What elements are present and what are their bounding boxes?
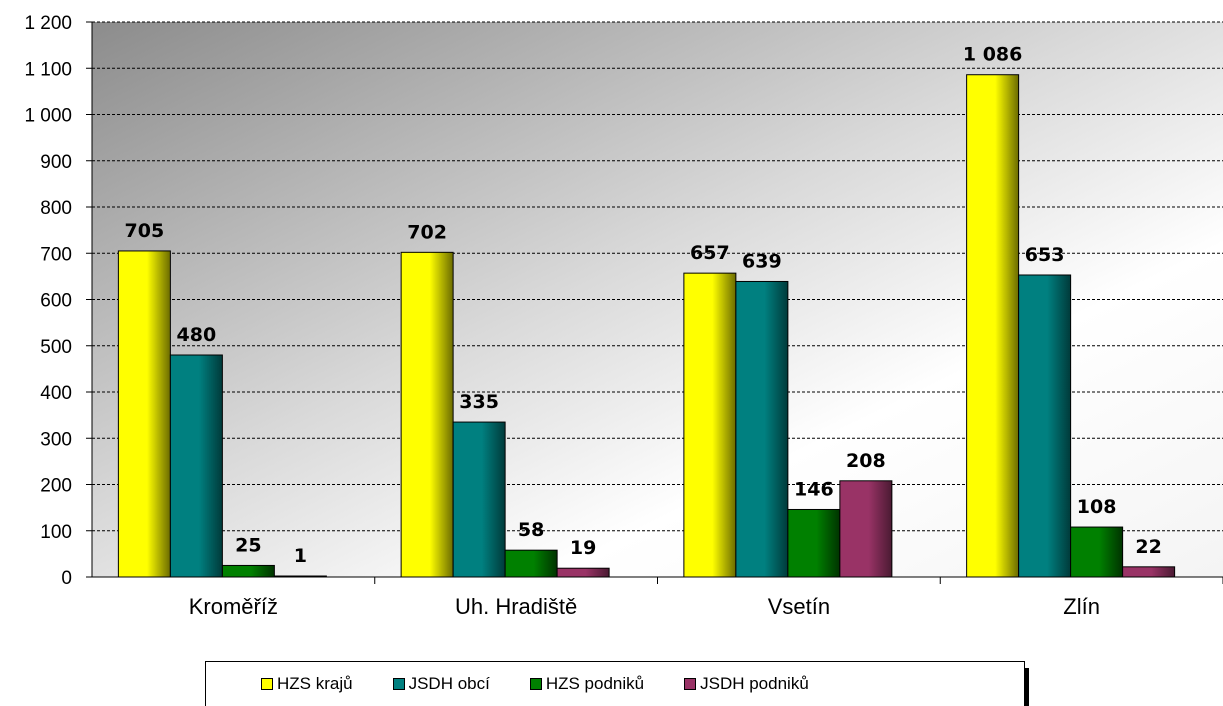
y-tick-label: 800 <box>40 198 72 219</box>
legend-label: HZS krajů <box>277 674 353 693</box>
y-tick-label: 600 <box>40 291 72 312</box>
legend-item: HZS podniků <box>529 674 645 694</box>
legend-swatch <box>684 678 697 690</box>
bar-chart: 0 100 200 300 400 500 600 700 800 900 1 000 1 100 1 … <box>24 13 1223 619</box>
x-tick-label: Kroměříž <box>189 594 278 619</box>
data-label: 25 <box>235 534 261 556</box>
legend-label: JSDH podniků <box>700 674 809 693</box>
data-label: 657 <box>690 242 730 264</box>
legend-swatch <box>529 678 542 690</box>
data-label: 58 <box>518 519 544 541</box>
legend: HZS krajů JSDH obcí HZS podniků JSDH podnik… <box>205 661 1025 706</box>
bar <box>1070 526 1124 578</box>
data-label: 1 <box>294 545 307 567</box>
bar <box>504 549 558 578</box>
data-label: 480 <box>177 324 217 346</box>
legend-item: JSDH podniků <box>684 674 809 694</box>
legend-item: HZS krajů <box>261 674 353 694</box>
y-tick-label: 1 100 <box>24 59 72 80</box>
bar <box>117 250 171 578</box>
legend-shadow <box>1025 668 1029 706</box>
y-tick-label: 400 <box>40 383 72 404</box>
bar <box>787 508 841 578</box>
data-labels: 705 480 25 1 702 335 58 19 657 639 146 208 1 086 653 1… <box>125 44 1162 567</box>
bar <box>273 575 327 578</box>
legend-label: HZS podniků <box>545 674 645 693</box>
y-tick-label: 900 <box>40 152 72 173</box>
data-label: 705 <box>125 220 165 242</box>
x-tick-label: Vsetín <box>768 594 830 619</box>
bar <box>169 354 223 578</box>
x-tick-label: Zlín <box>1063 594 1100 619</box>
data-label: 108 <box>1077 496 1117 518</box>
bars <box>117 74 1176 578</box>
y-tick-label: 100 <box>40 522 72 543</box>
bar <box>683 272 737 578</box>
bar <box>556 567 610 578</box>
legend-label: JSDH obcí <box>408 674 490 693</box>
y-tick-label: 700 <box>40 244 72 265</box>
y-tick-label: 1 200 <box>24 13 72 34</box>
legend-swatch <box>392 678 405 690</box>
bar <box>966 74 1020 578</box>
data-label: 335 <box>459 391 499 413</box>
bar <box>735 280 789 578</box>
y-tick-label: 500 <box>40 337 72 358</box>
data-label: 22 <box>1135 536 1161 558</box>
y-tick-label: 200 <box>40 476 72 497</box>
bar <box>1122 566 1176 578</box>
y-tick-label: 300 <box>40 429 72 450</box>
axes: 0 100 200 300 400 500 600 700 800 900 1 000 1 100 1 … <box>24 13 1223 619</box>
data-label: 639 <box>742 250 782 272</box>
data-label: 19 <box>570 537 596 559</box>
y-tick-label: 1 000 <box>24 106 72 127</box>
data-label: 208 <box>846 450 886 472</box>
legend-item: JSDH obcí <box>392 674 490 694</box>
bar <box>452 421 506 578</box>
bar <box>221 564 275 578</box>
bar <box>1018 274 1072 578</box>
data-label: 1 086 <box>963 44 1023 66</box>
y-tick-label: 0 <box>61 568 72 589</box>
legend-swatch <box>261 678 273 690</box>
data-label: 653 <box>1025 244 1065 266</box>
data-label: 146 <box>794 478 834 500</box>
data-label: 702 <box>407 221 447 243</box>
bar <box>400 251 454 578</box>
x-tick-label: Uh. Hradiště <box>455 594 577 619</box>
bar <box>839 480 893 578</box>
